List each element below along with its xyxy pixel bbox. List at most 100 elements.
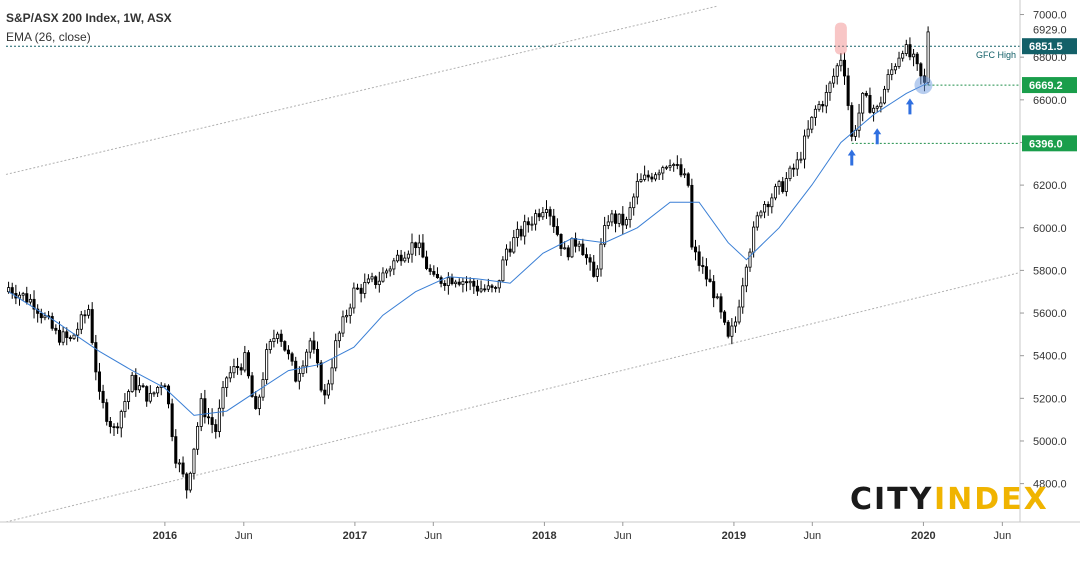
- candle-body: [221, 387, 225, 409]
- candle-body: [79, 314, 83, 330]
- candle-body: [152, 392, 156, 395]
- candle-body: [534, 213, 538, 225]
- candle-body: [410, 242, 414, 255]
- candle-body: [475, 285, 479, 292]
- channel-lines: [5, 5, 1021, 523]
- candle-body: [134, 374, 138, 391]
- candle-body: [824, 92, 828, 107]
- candle-body: [683, 173, 687, 176]
- candle-body: [759, 211, 763, 217]
- candle-body: [861, 92, 865, 114]
- candle-body: [137, 385, 141, 391]
- candle-body: [166, 385, 171, 405]
- candle-body: [606, 221, 610, 226]
- candle-body: [297, 373, 301, 382]
- candle-body: [653, 174, 658, 180]
- candle-body: [555, 226, 559, 235]
- candle-body: [108, 421, 112, 427]
- candle-body: [432, 271, 436, 275]
- candle-body: [156, 387, 160, 394]
- candle-body: [773, 186, 777, 199]
- y-tick-label: 4800.0: [1033, 479, 1067, 491]
- candle-body: [261, 379, 265, 398]
- candle-body: [232, 366, 236, 374]
- candle-body: [112, 426, 116, 428]
- candle-body: [446, 277, 450, 286]
- candle-body: [490, 285, 494, 288]
- candle-body: [87, 309, 91, 316]
- candle-body: [610, 213, 614, 223]
- candle-body: [868, 94, 872, 113]
- candle-body: [574, 238, 578, 247]
- candle-body: [417, 242, 421, 249]
- candle-body: [465, 281, 469, 284]
- candle-body: [283, 341, 287, 351]
- chart-title: S&P/ASX 200 Index, 1W, ASX: [6, 11, 172, 25]
- candle-body: [614, 213, 618, 224]
- candle-body: [712, 281, 716, 299]
- candle-body: [701, 265, 705, 268]
- candle-body: [766, 203, 770, 208]
- level-tag-3: [1022, 135, 1077, 152]
- candle-body: [388, 268, 392, 272]
- candle-body: [723, 311, 727, 323]
- candle-body: [661, 167, 665, 174]
- candle-body: [355, 287, 360, 290]
- candle-body: [377, 280, 381, 285]
- candle-body: [395, 254, 400, 262]
- candle-body: [908, 44, 912, 58]
- candle-body: [668, 165, 672, 168]
- level-tag-label: 6669.2: [1029, 80, 1063, 92]
- candle-body: [788, 167, 792, 179]
- candle-body: [752, 226, 756, 253]
- candle-body: [595, 268, 599, 277]
- candle-body: [276, 333, 280, 339]
- x-tick-label: Jun: [235, 530, 253, 542]
- candle-body: [315, 348, 320, 364]
- candle-body: [141, 385, 145, 388]
- candle-body: [97, 371, 101, 392]
- candle-body: [730, 325, 734, 337]
- level-tag-1: [1022, 38, 1077, 55]
- candle-body: [199, 398, 203, 427]
- candle-body: [68, 337, 72, 340]
- candle-body: [450, 277, 454, 285]
- candle-body: [832, 75, 836, 84]
- candle-body: [301, 365, 305, 374]
- candle-body: [217, 407, 221, 432]
- candle-body: [43, 315, 47, 319]
- candle-body: [650, 176, 654, 180]
- y-tick-label: 6600.0: [1033, 95, 1067, 107]
- candle-body: [174, 436, 178, 464]
- candle-body: [170, 403, 174, 438]
- candle-body: [243, 352, 247, 371]
- candle-body: [399, 254, 403, 262]
- candle-body: [693, 246, 698, 253]
- candle-body: [552, 215, 556, 227]
- candle-body: [763, 203, 767, 213]
- candle-body: [28, 298, 32, 303]
- candle-body: [443, 283, 447, 286]
- brand-logo-city: CITY: [850, 482, 934, 517]
- candle-body: [544, 209, 549, 213]
- candle-body: [737, 306, 741, 323]
- candle-body: [915, 53, 919, 65]
- candles: [7, 26, 930, 499]
- indicator-label: EMA (26, close): [6, 30, 91, 44]
- x-tick-label: Jun: [424, 530, 442, 542]
- candle-body: [337, 332, 341, 342]
- candle-body: [181, 462, 185, 475]
- markers: [834, 22, 933, 166]
- candle-body: [621, 213, 625, 226]
- candle-body: [330, 367, 334, 385]
- candle-body: [828, 82, 832, 93]
- candle-body: [919, 63, 923, 77]
- candle-body: [65, 331, 69, 339]
- up-arrow-icon: [847, 149, 856, 166]
- candle-body: [435, 273, 439, 279]
- candle-body: [515, 228, 519, 238]
- candle-body: [286, 349, 290, 355]
- candle-body: [494, 287, 498, 289]
- candle-body: [116, 426, 120, 429]
- candle-body: [890, 69, 894, 75]
